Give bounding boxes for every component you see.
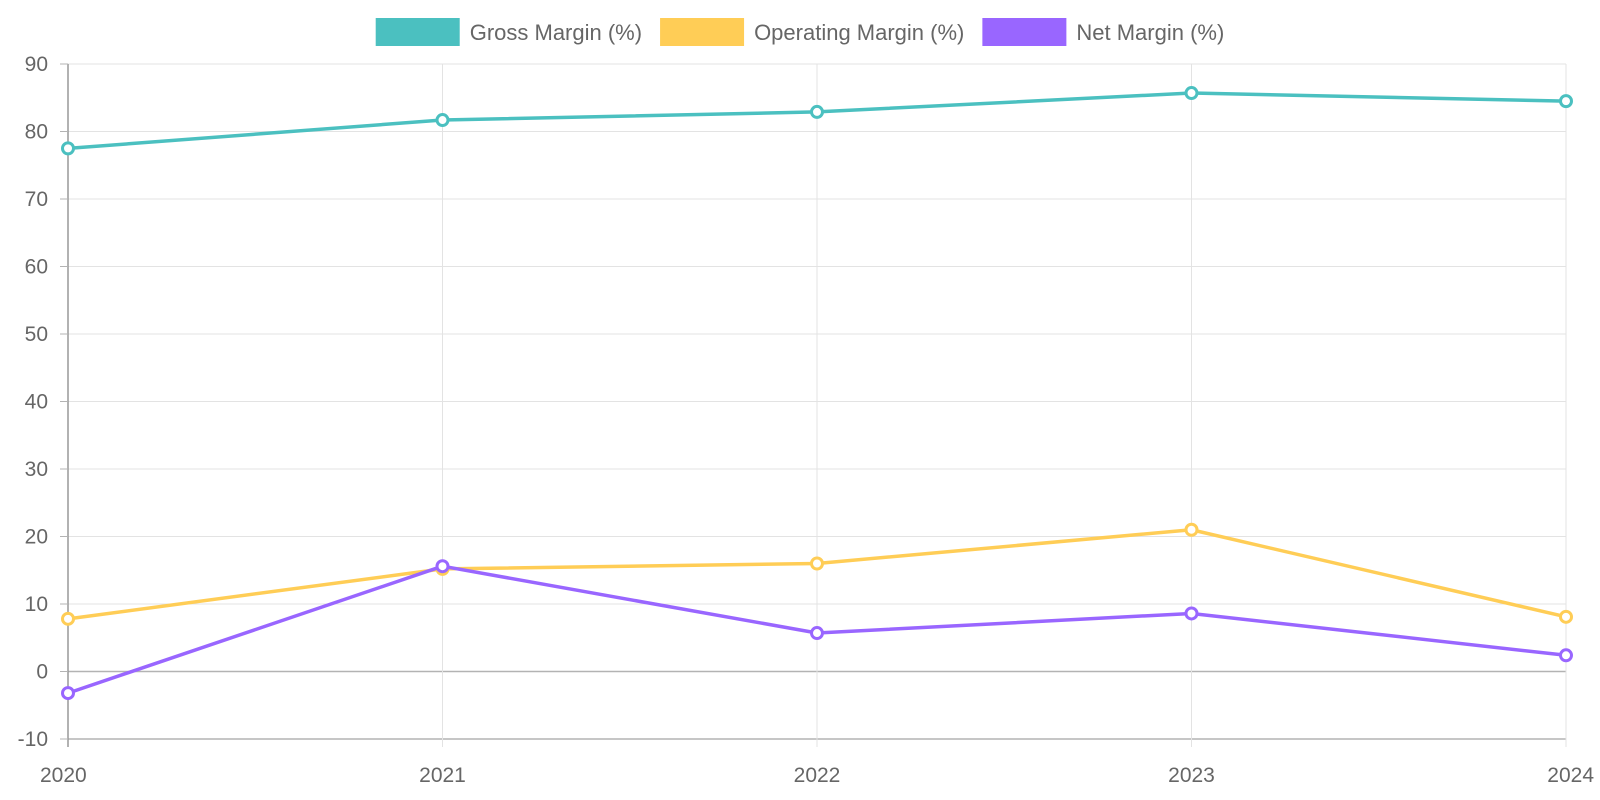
x-tick-label: 2022 — [794, 764, 841, 787]
y-tick-label: 10 — [25, 593, 48, 616]
legend-swatch — [375, 18, 460, 46]
data-point[interactable] — [61, 611, 75, 626]
grid-lines — [67, 63, 1567, 747]
legend-label: Net Margin (%) — [1076, 20, 1224, 45]
data-point[interactable] — [1184, 522, 1199, 537]
legend-label: Gross Margin (%) — [470, 20, 642, 45]
series-0 — [61, 86, 1573, 156]
legend-swatch — [660, 18, 745, 46]
y-tick-label: 30 — [25, 458, 48, 481]
data-point[interactable] — [61, 686, 75, 701]
y-tick-label: -10 — [18, 728, 48, 751]
data-point[interactable] — [1184, 86, 1199, 101]
x-tick-label: 2020 — [40, 764, 87, 787]
data-point[interactable] — [1184, 606, 1199, 621]
y-tick-label: 50 — [25, 323, 48, 346]
y-tick-label: 80 — [25, 121, 48, 144]
legend-swatch — [982, 18, 1067, 46]
legend: Gross Margin (%) Operating Margin (%) Net … — [375, 18, 1224, 46]
data-point[interactable] — [810, 556, 824, 571]
data-point[interactable] — [1559, 94, 1573, 109]
data-point[interactable] — [1559, 648, 1573, 663]
data-point[interactable] — [435, 559, 450, 574]
y-tick-label: 20 — [25, 526, 48, 549]
series-2 — [61, 559, 1573, 701]
data-point[interactable] — [61, 141, 75, 156]
legend-label: Operating Margin (%) — [754, 20, 964, 45]
data-point[interactable] — [810, 626, 824, 641]
data-point[interactable] — [1559, 609, 1573, 624]
data-point[interactable] — [435, 113, 450, 128]
y-tick-label: 40 — [25, 391, 48, 414]
y-tick-label: 70 — [25, 188, 48, 211]
legend-item[interactable]: Gross Margin (%) — [375, 18, 642, 46]
y-axis-ticks: -10 0 10 20 30 40 50 60 70 80 90 — [18, 53, 68, 751]
x-tick-label: 2023 — [1168, 764, 1215, 787]
legend-item[interactable]: Operating Margin (%) — [660, 18, 964, 46]
x-axis-ticks: 2020 2021 2022 2023 2024 — [40, 764, 1594, 787]
y-tick-label: 90 — [25, 53, 48, 76]
y-tick-label: 60 — [25, 256, 48, 279]
series-group — [61, 86, 1573, 701]
x-tick-label: 2021 — [419, 764, 466, 787]
legend-item[interactable]: Net Margin (%) — [982, 18, 1224, 46]
data-point[interactable] — [810, 104, 824, 119]
y-tick-label: 0 — [36, 661, 48, 684]
x-tick-label: 2024 — [1547, 764, 1594, 787]
